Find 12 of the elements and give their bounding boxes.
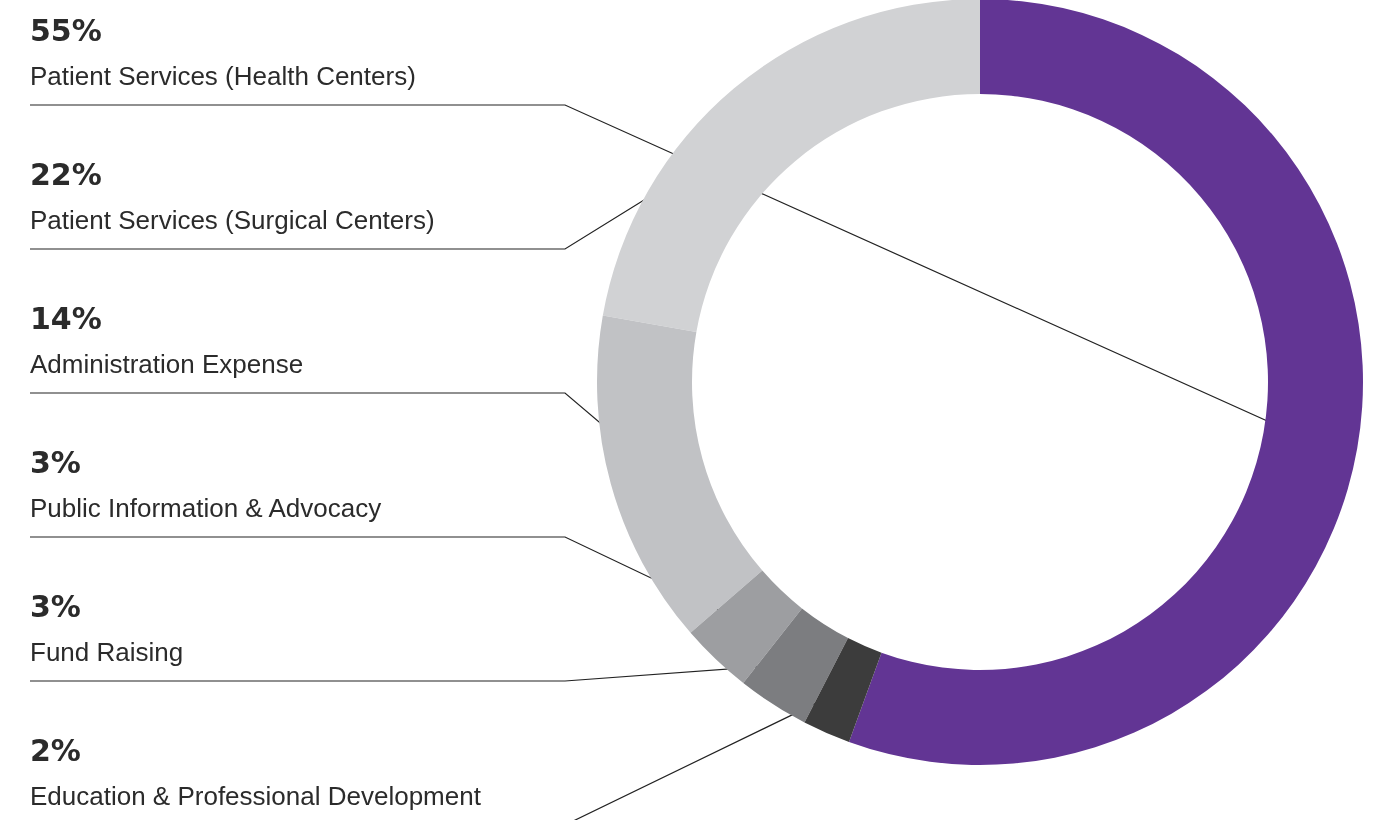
slice-label: Education & Professional Development	[30, 781, 482, 811]
data-label: 3%	[30, 588, 81, 624]
slice-label: Public Information & Advocacy	[30, 493, 382, 523]
data-label: 22%	[30, 156, 102, 192]
slice-label: Patient Services (Surgical Centers)	[30, 205, 435, 235]
slice-label: Fund Raising	[30, 637, 184, 667]
data-label: 2%	[30, 732, 81, 768]
slice-label: Administration Expense	[30, 349, 304, 379]
data-label: 3%	[30, 444, 81, 480]
data-label: 14%	[30, 300, 102, 336]
slice-label: Patient Services (Health Centers)	[30, 61, 416, 91]
data-label: 55%	[30, 12, 102, 48]
